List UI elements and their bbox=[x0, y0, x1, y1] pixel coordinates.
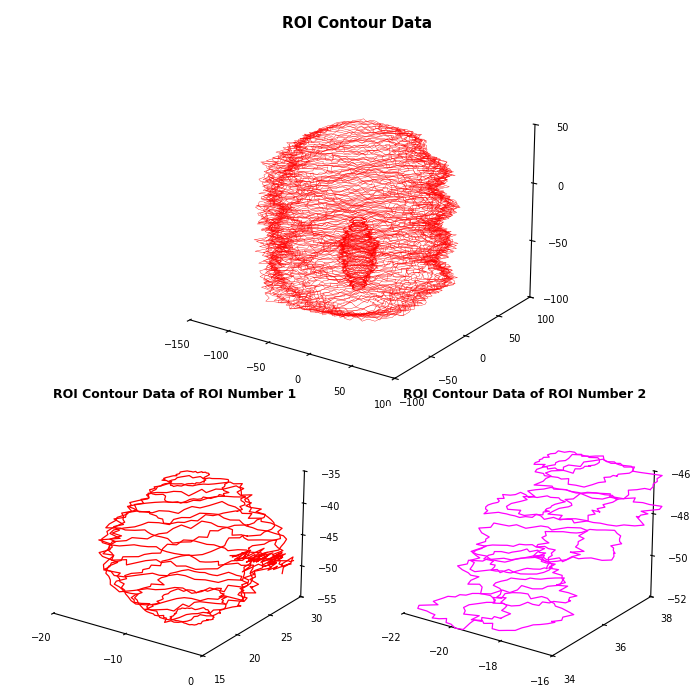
Title: ROI Contour Data: ROI Contour Data bbox=[282, 16, 432, 31]
Title: ROI Contour Data of ROI Number 1: ROI Contour Data of ROI Number 1 bbox=[53, 388, 297, 400]
Title: ROI Contour Data of ROI Number 2: ROI Contour Data of ROI Number 2 bbox=[403, 388, 647, 400]
